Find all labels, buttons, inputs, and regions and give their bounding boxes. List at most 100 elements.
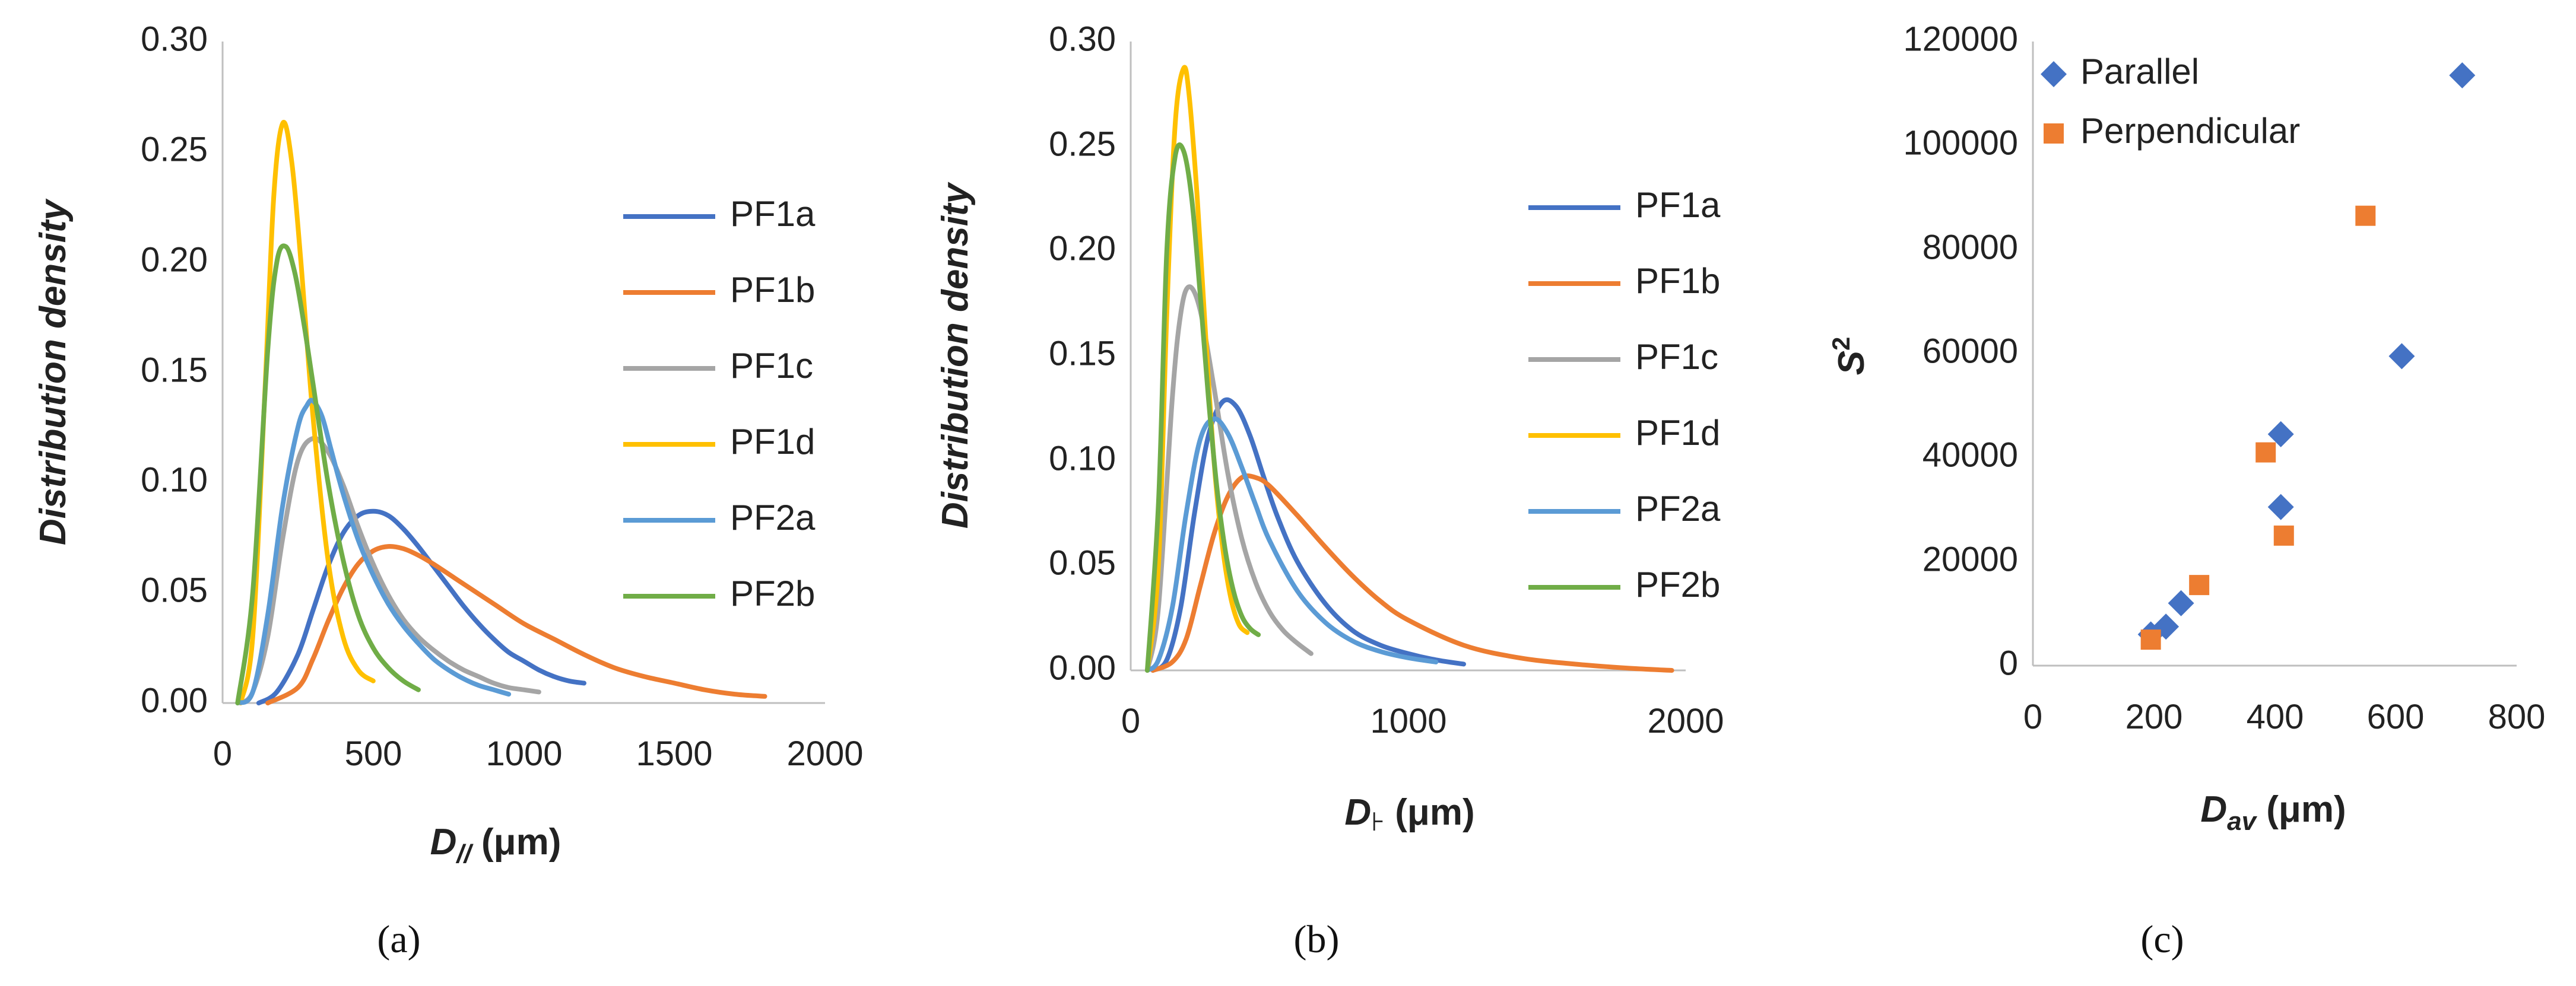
- panel-c-x-tick-label: 200: [2125, 698, 2183, 736]
- panel-b-plot-area: [1130, 42, 1686, 673]
- panel-a-y-tick-label: 0.00: [141, 681, 208, 720]
- panel-c-y-tick-labels: 0 20000 40000 60000 80000 100000 120000: [1903, 20, 2018, 682]
- panel-c-point-perpendicular: [2140, 629, 2161, 650]
- panel-c-point-parallel: [2449, 62, 2476, 88]
- panel-a-x-axis-label: D// (μm): [430, 822, 561, 869]
- panel-b-x-tick-label: 0: [1121, 702, 1140, 740]
- panel-b-x-tick-label: 2000: [1647, 702, 1724, 740]
- panel-a-legend-label-pf2a: PF2a: [730, 498, 816, 537]
- panel-c-y-tick-label: 120000: [1903, 20, 2018, 58]
- panel-c-y-axis-label-main: S: [1831, 351, 1872, 375]
- panel-b-x-axis-label-sub: ⊦: [1371, 807, 1385, 836]
- panel-b-y-axis-label: Distribution density: [935, 181, 976, 529]
- panel-b-y-tick-label: 0.00: [1049, 648, 1116, 687]
- panel-a-plot-area: [221, 42, 825, 705]
- panel-b-y-tick-label: 0.05: [1049, 543, 1116, 582]
- panel-a-x-axis-label-main: D: [430, 822, 457, 863]
- panel-a-legend-label-pf1b: PF1b: [730, 270, 815, 310]
- panel-a-y-tick-label: 0.30: [141, 20, 208, 58]
- panel-c-point-parallel: [2267, 421, 2294, 447]
- panel-b-y-tick-labels: 0.00 0.05 0.10 0.15 0.20 0.25 0.30: [1049, 20, 1116, 687]
- panel-b-legend-label-pf2b: PF2b: [1635, 565, 1720, 605]
- panel-a-y-axis-label: Distribution density: [33, 198, 74, 545]
- panel-b: 0.00 0.05 0.10 0.15 0.20 0.25 0.30 0 100…: [935, 20, 1724, 961]
- panel-b-series-pf2b-line: [1145, 142, 1261, 673]
- panel-c-y-tick-label: 0: [1999, 644, 2018, 682]
- panel-a-series-pf2a-line: [235, 397, 512, 705]
- panel-c-x-tick-label: 400: [2247, 698, 2304, 736]
- panel-a-series-pf1a-line: [256, 508, 586, 705]
- panel-b-y-tick-label: 0.15: [1049, 334, 1116, 373]
- panel-a-x-tick-label: 0: [213, 734, 232, 773]
- panel-c-x-axis-label-main: D: [2200, 789, 2227, 830]
- panel-a-legend-label-pf1a: PF1a: [730, 194, 816, 234]
- panel-b-x-axis-label: D⊦ (μm): [1344, 792, 1474, 836]
- panel-c-point-parallel: [2388, 343, 2415, 370]
- panel-a-y-tick-label: 0.05: [141, 571, 208, 609]
- panel-a-x-tick-label: 1500: [636, 734, 712, 773]
- panel-a-legend-label-pf1d: PF1d: [730, 422, 815, 462]
- panel-c-x-axis-label-unit: (μm): [2256, 789, 2346, 830]
- panel-a-x-tick-label: 1000: [486, 734, 562, 773]
- panel-c-point-parallel: [2168, 590, 2194, 616]
- panel-c-x-axis-label: Dav (μm): [2200, 789, 2346, 836]
- panel-a-legend-label-pf2b: PF2b: [730, 574, 815, 613]
- panel-c-y-tick-label: 20000: [1923, 540, 2018, 578]
- panel-c: 0 20000 40000 60000 80000 100000 120000 …: [1827, 20, 2545, 961]
- panel-b-series-pf1c-line: [1145, 284, 1314, 673]
- panel-a-caption: (a): [377, 918, 420, 961]
- panel-b-series-pf2a-line: [1145, 416, 1439, 673]
- panel-b-series-pf1a-line: [1150, 397, 1466, 673]
- panel-b-legend: PF1a PF1b PF1c PF1d PF2a PF2b: [1528, 185, 1721, 605]
- panel-c-y-axis-label-sup: 2: [1827, 337, 1855, 351]
- panel-c-y-tick-label: 80000: [1923, 228, 2018, 266]
- panel-a-y-tick-label: 0.15: [141, 351, 208, 389]
- panel-a-x-axis-label-sub: //: [455, 839, 474, 869]
- panel-c-x-tick-label: 0: [2023, 698, 2042, 736]
- panel-a-x-tick-labels: 0 500 1000 1500 2000: [213, 734, 864, 773]
- panel-c-point-perpendicular: [2355, 205, 2376, 226]
- panel-a-y-tick-label: 0.25: [141, 130, 208, 168]
- panel-b-legend-label-pf1b: PF1b: [1635, 261, 1720, 301]
- panel-a-x-tick-label: 500: [345, 734, 402, 773]
- panel-b-y-tick-label: 0.25: [1049, 125, 1116, 163]
- panel-c-caption: (c): [2140, 918, 2184, 961]
- panel-c-legend-marker-parallel: [2041, 61, 2067, 87]
- panel-b-caption: (b): [1294, 918, 1340, 961]
- panel-b-y-tick-label: 0.30: [1049, 20, 1116, 58]
- panel-b-legend-label-pf1a: PF1a: [1635, 185, 1721, 225]
- panel-a-series-pf1c-line: [238, 435, 541, 705]
- panel-b-x-axis-label-unit: (μm): [1385, 792, 1475, 833]
- panel-c-y-tick-label: 100000: [1903, 123, 2018, 162]
- panel-a-x-axis-label-unit: (μm): [471, 822, 561, 863]
- panel-c-point-perpendicular: [2189, 575, 2210, 596]
- panel-b-legend-label-pf1c: PF1c: [1635, 337, 1718, 377]
- panel-c-point-perpendicular: [2255, 442, 2276, 463]
- panel-b-x-tick-label: 1000: [1370, 702, 1446, 740]
- panel-a: 0.00 0.05 0.10 0.15 0.20 0.25 0.30 0 500…: [33, 20, 864, 961]
- panel-b-legend-label-pf2a: PF2a: [1635, 489, 1721, 529]
- panel-c-legend: Parallel Perpendicular: [2041, 52, 2300, 151]
- panel-a-x-tick-label: 2000: [786, 734, 863, 773]
- panel-a-series-pf1d-line: [238, 120, 376, 705]
- panel-c-x-tick-label: 600: [2367, 698, 2425, 736]
- panel-a-y-tick-labels: 0.00 0.05 0.10 0.15 0.20 0.25 0.30: [141, 20, 208, 720]
- panel-b-y-tick-label: 0.10: [1049, 439, 1116, 478]
- panel-c-y-tick-label: 60000: [1923, 332, 2018, 370]
- panel-a-y-tick-label: 0.20: [141, 240, 208, 279]
- panel-c-x-axis-label-sub: av: [2227, 807, 2257, 836]
- panel-c-y-axis-label: S2: [1827, 337, 1872, 376]
- panel-c-x-tick-label: 800: [2488, 698, 2546, 736]
- panel-c-legend-marker-perpendicular: [2044, 123, 2064, 144]
- panel-c-point-perpendicular: [2273, 525, 2294, 546]
- panel-c-plot-area: [2032, 42, 2517, 667]
- panel-b-x-tick-labels: 0 1000 2000: [1121, 702, 1724, 740]
- panel-b-legend-label-pf1d: PF1d: [1635, 413, 1720, 453]
- panel-a-legend-label-pf1c: PF1c: [730, 346, 813, 386]
- panel-b-x-axis-label-main: D: [1344, 792, 1371, 833]
- panel-a-y-tick-label: 0.10: [141, 460, 208, 499]
- panel-c-legend-label-parallel: Parallel: [2080, 52, 2199, 91]
- panel-a-legend: PF1a PF1b PF1c PF1d PF2a PF2b: [623, 194, 816, 613]
- panel-a-series-pf2b-line: [235, 243, 421, 705]
